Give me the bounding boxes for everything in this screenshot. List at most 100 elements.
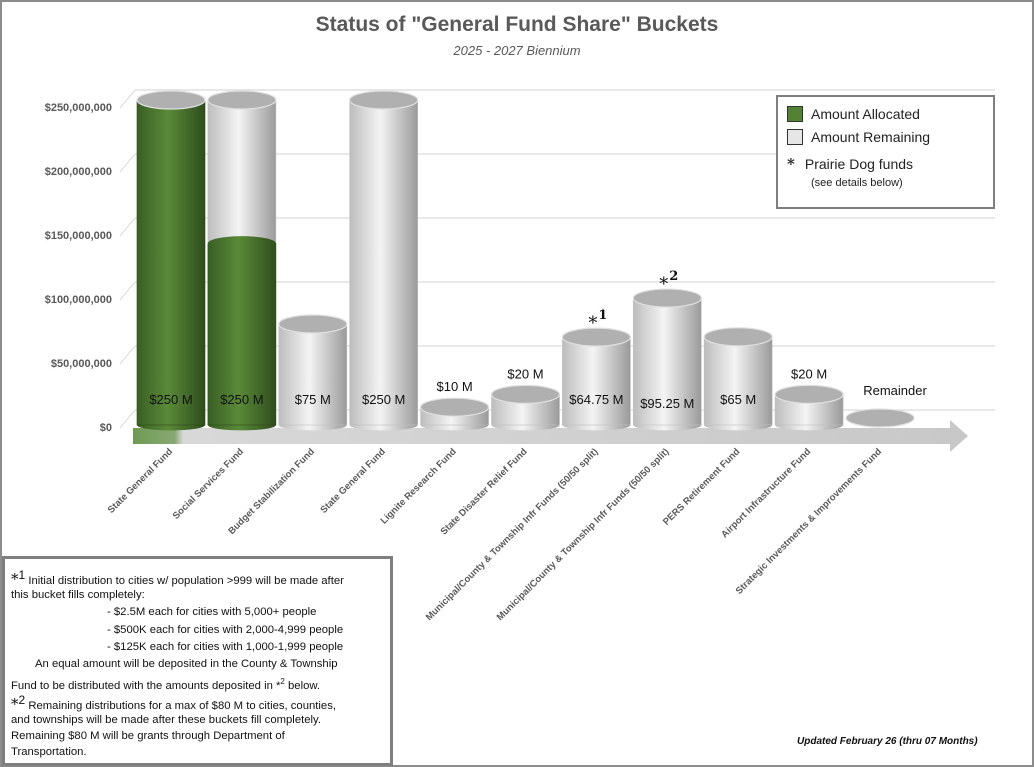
y-tick-label: $0 xyxy=(100,422,112,434)
data-label: $64.75 M xyxy=(569,392,623,407)
x-tick-label: Strategic Investments & Improvements Fun… xyxy=(734,446,885,597)
bar-top xyxy=(703,327,773,347)
bar-top xyxy=(845,408,915,428)
bar-10: Remainder xyxy=(845,383,927,428)
x-tick-label: PERS Retirement Fund xyxy=(661,446,742,527)
bar-top xyxy=(349,90,419,110)
bar-segment-edge xyxy=(207,236,276,251)
bar-7: $95.25 M xyxy=(632,288,702,431)
footnote-bullet: - $2.5M each for cities with 5,000+ peop… xyxy=(107,606,317,618)
bar-remaining xyxy=(703,336,773,426)
legend-label: Amount Remaining xyxy=(811,129,931,145)
bar-9: $20 M xyxy=(774,366,844,431)
data-label: Remainder xyxy=(863,383,927,398)
bar-remaining xyxy=(278,323,348,426)
bar-0: $250 M xyxy=(136,90,206,431)
data-label: $75 M xyxy=(295,392,331,407)
y-tick-label: $200,000,000 xyxy=(45,166,112,178)
footnote-text: Fund to be distributed with the amounts … xyxy=(11,679,277,692)
bar-remaining xyxy=(349,99,419,426)
data-label: $20 M xyxy=(791,366,827,381)
bar-top xyxy=(136,90,206,110)
remaining-swatch xyxy=(787,129,803,145)
asterisk-icon: * xyxy=(787,155,795,173)
data-label: $250 M xyxy=(149,392,192,407)
gridline-depth xyxy=(119,409,136,429)
bar-top xyxy=(632,288,702,308)
data-label: $250 M xyxy=(362,392,405,407)
chart-subtitle: 2025 - 2027 Biennium xyxy=(453,43,581,58)
legend-item-allocated: Amount Allocated xyxy=(787,106,920,122)
gridline-depth xyxy=(119,281,136,301)
asterisk-icon: * xyxy=(11,694,19,713)
legend-item-remaining: Amount Remaining xyxy=(787,129,930,145)
data-label: $10 M xyxy=(437,379,473,394)
footnote-text: Remaining distributions for a max of $80… xyxy=(28,699,336,712)
asterisk-icon: * xyxy=(276,679,281,692)
footnote-text: and townships will be made after these b… xyxy=(11,714,321,726)
gridline-depth xyxy=(119,153,136,173)
y-tick-label: $150,000,000 xyxy=(45,230,112,242)
prairie-dog-marker: * xyxy=(588,313,597,334)
legend-sublabel: (see details below) xyxy=(811,177,903,189)
bar-8: $65 M xyxy=(703,327,773,431)
data-label: $20 M xyxy=(507,366,543,381)
data-label: $250 M xyxy=(220,392,263,407)
footnote-number: 2 xyxy=(280,677,285,686)
bar-2: $75 M xyxy=(278,314,348,431)
footnote-bullet: - $500K each for cities with 2,000-4,999… xyxy=(107,624,344,636)
footnote-text: Fund to be distributed with the amounts … xyxy=(11,674,320,694)
gridline-depth xyxy=(119,345,136,365)
bar-3: $250 M xyxy=(349,90,419,431)
footnote-text: Transportation. xyxy=(11,746,87,758)
bar-1: $250 M xyxy=(207,90,277,431)
updated-note: Updated February 26 (thru 07 Months) xyxy=(797,736,978,747)
bar-top xyxy=(278,314,348,334)
prairie-dog-marker: * xyxy=(659,274,668,295)
chart-title: Status of "General Fund Share" Buckets xyxy=(315,13,719,36)
marker-number: 2 xyxy=(669,269,678,284)
footnote-text: An equal amount will be deposited in the… xyxy=(35,658,338,670)
data-label: $65 M xyxy=(720,392,756,407)
footnote-2-line: *2 Remaining distributions for a max of … xyxy=(11,693,336,714)
bar-top xyxy=(207,90,277,110)
x-tick-label: Lignite Research Fund xyxy=(379,446,459,526)
footnote-bullet: - $125K each for cities with 1,000-1,999… xyxy=(107,641,344,653)
footnote-text: below. xyxy=(284,679,321,692)
footnote-number: 2 xyxy=(18,693,26,707)
bar-4: $10 M xyxy=(420,379,490,431)
bar-remaining xyxy=(632,297,702,426)
legend-label: Amount Allocated xyxy=(811,106,920,122)
footnote-text: this bucket fills completely: xyxy=(11,589,145,601)
asterisk-icon: * xyxy=(11,569,19,588)
bar-remaining xyxy=(562,336,631,426)
bar-top xyxy=(490,384,561,404)
footnotes-box: *1 Initial distribution to cities w/ pop… xyxy=(2,556,393,766)
footnote-1-line: *1 Initial distribution to cities w/ pop… xyxy=(11,568,344,589)
x-tick-label: State General Fund xyxy=(106,446,176,516)
legend: Amount Allocated Amount Remaining * Prai… xyxy=(776,95,995,209)
y-tick-label: $100,000,000 xyxy=(45,294,112,306)
y-tick-label: $50,000,000 xyxy=(51,358,112,370)
bar-allocated xyxy=(207,243,277,426)
x-tick-label: Social Services Fund xyxy=(171,446,246,521)
gridline-depth xyxy=(119,217,136,237)
allocated-swatch xyxy=(787,106,803,122)
bar-top xyxy=(561,327,632,347)
marker-number: 1 xyxy=(598,308,607,323)
bar-5: $20 M xyxy=(490,366,561,431)
x-tick-label: Municipal/County & Township Infr Funds (… xyxy=(495,446,672,623)
legend-item-prairie: * Prairie Dog funds xyxy=(787,155,913,173)
bar-allocated xyxy=(136,99,206,426)
bar-remaining xyxy=(207,99,277,244)
legend-label: Prairie Dog funds xyxy=(804,156,914,172)
footnote-text: Remaining $80 M will be grants through D… xyxy=(11,730,285,742)
footnote-text: Initial distribution to cities w/ popula… xyxy=(28,574,344,587)
bar-top xyxy=(420,397,490,417)
y-tick-label: $250,000,000 xyxy=(45,102,112,114)
bar-6: $64.75 M xyxy=(561,327,632,431)
data-label: $95.25 M xyxy=(640,396,694,411)
footnote-number: 1 xyxy=(18,568,26,582)
